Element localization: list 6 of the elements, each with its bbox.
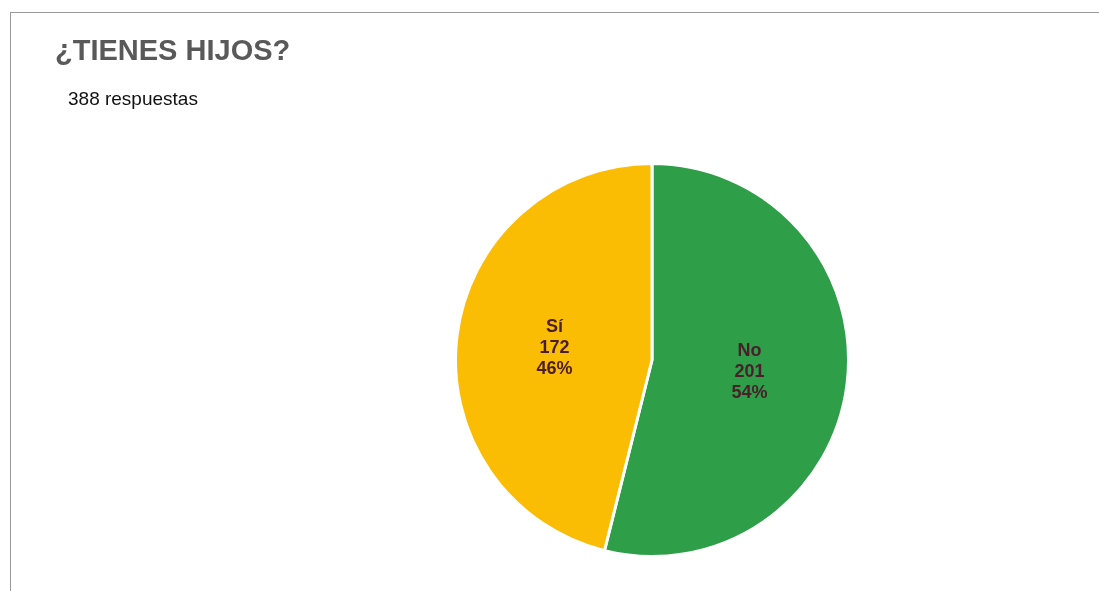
- text: 388 respuestas: [68, 88, 198, 110]
- slice-label: Sí: [545, 316, 564, 336]
- data-label: 201 54%: [731, 360, 768, 402]
- slice-label: No: [737, 339, 762, 360]
- text: ¿TIENES HIJOS?: [55, 34, 291, 67]
- data-label: 172 46%: [536, 337, 573, 378]
